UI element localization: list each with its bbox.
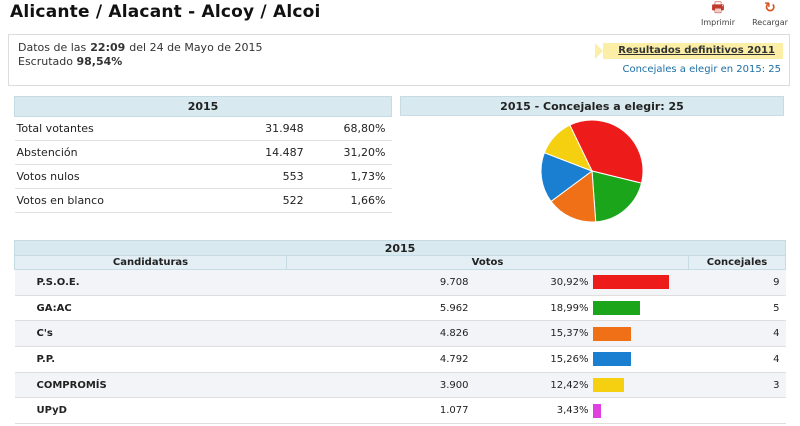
results-header: 2015 <box>14 240 786 256</box>
party-votes: 4.826 <box>286 320 475 348</box>
party-bar-cell <box>592 397 689 425</box>
party-votes: 1.077 <box>286 397 475 425</box>
party-name: P.S.O.E. <box>14 269 287 296</box>
summary-value: 31.948 <box>213 116 304 141</box>
party-pct: 15,26% <box>474 346 593 373</box>
party-bar <box>592 275 669 290</box>
summary-header: 2015 <box>14 96 392 117</box>
summary-label: Total votantes <box>14 116 214 141</box>
pie-slice-c-s <box>550 170 597 223</box>
party-seats: 9 <box>688 269 786 296</box>
party-seats: 3 <box>688 372 786 399</box>
party-pct: 12,42% <box>474 372 593 399</box>
result-row: GA:AC 5.962 18,99% 5 <box>14 295 786 322</box>
party-name: COMPROMÍS <box>14 372 287 399</box>
party-votes: 9.708 <box>286 269 475 296</box>
party-votes: 5.962 <box>286 295 475 322</box>
result-row: C's 4.826 15,37% 4 <box>14 320 786 348</box>
party-bar <box>592 301 640 316</box>
col-votos: Votos <box>286 255 689 270</box>
party-seats <box>688 397 786 425</box>
party-bar <box>592 378 624 393</box>
printer-icon: 🖶 <box>711 0 725 16</box>
reload-button[interactable]: ↻ Recargar <box>746 0 794 27</box>
result-row: P.S.O.E. 9.708 30,92% 9 <box>14 269 786 296</box>
party-bar-cell <box>592 372 689 399</box>
summary-label: Votos nulos <box>14 164 214 189</box>
summary-value: 553 <box>213 164 304 189</box>
summary-pct: 1,73% <box>303 164 392 189</box>
summary-value: 522 <box>213 188 304 213</box>
info-panel: Datos de las 22:09 del 24 de Mayo de 2015 … <box>8 34 790 86</box>
summary-row: Total votantes 31.948 68,80% <box>14 116 392 141</box>
party-name: P.P. <box>14 346 287 373</box>
results-2011-link[interactable]: Resultados definitivos 2011 <box>595 43 783 59</box>
print-label: Imprimir <box>700 18 736 27</box>
update-time: 22:09 <box>90 41 126 54</box>
print-button[interactable]: 🖶 Imprimir <box>694 0 742 27</box>
party-pct: 30,92% <box>474 269 593 296</box>
page-title: Alicante / Alacant - Alcoy / Alcoi <box>10 2 321 22</box>
party-votes: 4.792 <box>286 346 475 373</box>
pie-slice-ga-ac <box>591 170 643 223</box>
update-date: del 24 de Mayo de 2015 <box>129 41 263 54</box>
party-seats: 5 <box>688 295 786 322</box>
party-pct: 15,37% <box>474 320 593 348</box>
datos-prefix: Datos de las <box>18 41 87 54</box>
summary-pct: 31,20% <box>303 140 392 165</box>
party-pct: 3,43% <box>474 397 593 425</box>
summary-pct: 1,66% <box>303 188 392 213</box>
party-name: GA:AC <box>14 295 287 322</box>
party-bar <box>592 352 631 367</box>
update-time-line: Datos de las 22:09 del 24 de Mayo de 2015 <box>18 41 263 54</box>
pie-slice-p-s-o-e <box>569 119 644 184</box>
escrutado-line: Escrutado 98,54% <box>18 55 122 68</box>
party-pct: 18,99% <box>474 295 593 322</box>
summary-label: Abstención <box>14 140 214 165</box>
summary-table: 2015 Total votantes 31.948 68,80% Abstenció… <box>14 96 392 213</box>
party-bar-cell <box>592 295 689 322</box>
summary-pct: 68,80% <box>303 116 392 141</box>
party-bar-cell <box>592 269 689 296</box>
party-votes: 3.900 <box>286 372 475 399</box>
summary-value: 14.487 <box>213 140 304 165</box>
party-seats: 4 <box>688 346 786 373</box>
results-table: 2015 Candidaturas Votos Concejales P.S.O… <box>14 240 786 425</box>
summary-row: Votos en blanco 522 1,66% <box>14 188 392 213</box>
summary-label: Votos en blanco <box>14 188 214 213</box>
pie-slice-comprom-s <box>543 124 593 172</box>
pie-slice-p-p <box>540 152 594 203</box>
reload-label: Recargar <box>752 18 788 27</box>
escrutado-label: Escrutado <box>18 55 73 68</box>
reload-icon: ↻ <box>764 0 776 16</box>
party-name: UPyD <box>14 397 287 425</box>
pie-chart <box>540 119 644 223</box>
summary-row: Abstención 14.487 31,20% <box>14 140 392 165</box>
concejales-note: Concejales a elegir en 2015: 25 <box>622 64 781 75</box>
summary-row: Votos nulos 553 1,73% <box>14 164 392 189</box>
result-row: P.P. 4.792 15,26% 4 <box>14 346 786 373</box>
party-seats: 4 <box>688 320 786 348</box>
result-row: UPyD 1.077 3,43% <box>14 397 786 425</box>
party-name: C's <box>14 320 287 348</box>
party-bar <box>592 403 601 418</box>
pie-header: 2015 - Concejales a elegir: 25 <box>400 96 784 116</box>
escrutado-value: 98,54% <box>76 55 123 68</box>
result-row: COMPROMÍS 3.900 12,42% 3 <box>14 372 786 399</box>
col-concejales: Concejales <box>688 255 786 270</box>
party-bar-cell <box>592 320 689 348</box>
col-candidaturas: Candidaturas <box>14 255 287 270</box>
pie-chart-panel: 2015 - Concejales a elegir: 25 <box>400 96 784 226</box>
party-bar-cell <box>592 346 689 373</box>
party-bar <box>592 326 631 341</box>
